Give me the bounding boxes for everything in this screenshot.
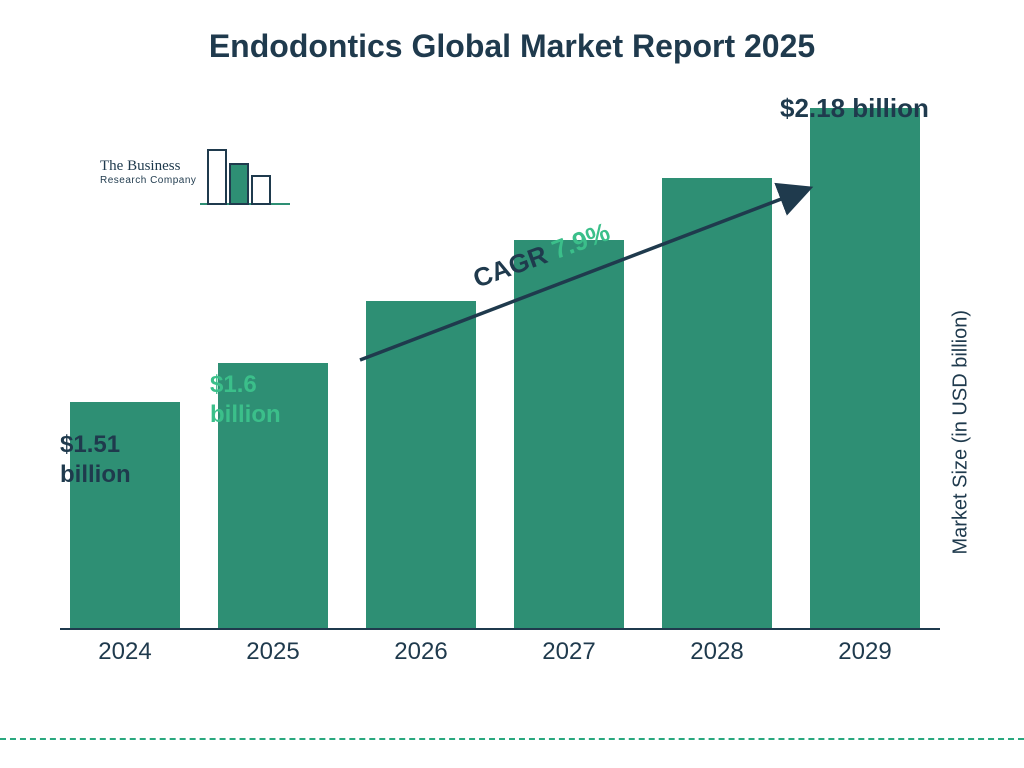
x-tick-label: 2024 [70, 638, 180, 666]
x-tick-label: 2025 [218, 638, 328, 666]
trend-arrow-icon [340, 170, 840, 370]
x-tick-label: 2028 [662, 638, 772, 666]
x-tick-label: 2026 [366, 638, 476, 666]
y-axis-label: Market Size (in USD billion) [950, 310, 973, 555]
x-tick-label: 2029 [810, 638, 920, 666]
value-callout: $1.6billion [210, 370, 281, 430]
cagr-annotation: CAGR 7.9% [340, 170, 840, 370]
chart-title: Endodontics Global Market Report 2025 [0, 0, 1024, 65]
footer-divider [0, 738, 1024, 740]
x-tick-label: 2027 [514, 638, 624, 666]
chart-area: The Business Research Company 2024202520… [60, 110, 940, 670]
top-value-label: $2.18 billion [780, 92, 929, 125]
value-callout: $1.51billion [60, 430, 131, 490]
